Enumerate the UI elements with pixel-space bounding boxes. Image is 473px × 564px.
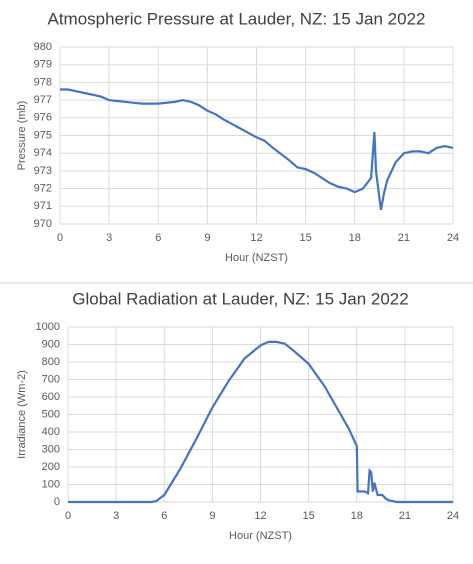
y-tick-label: 600	[42, 391, 60, 403]
x-axis-label: Hour (NZST)	[229, 530, 292, 542]
x-tick-label: 12	[254, 510, 266, 522]
y-tick-label: 970	[34, 218, 52, 230]
y-tick-label: 300	[42, 443, 60, 455]
y-tick-label: 100	[42, 478, 60, 490]
y-tick-label: 973	[34, 165, 52, 177]
y-tick-label: 975	[34, 129, 52, 141]
y-axis-label: Pressure (mb)	[16, 101, 28, 171]
x-tick-label: 24	[447, 510, 459, 522]
y-tick-label: 971	[34, 200, 52, 212]
y-tick-label: 974	[34, 147, 52, 159]
x-tick-label: 15	[300, 232, 312, 244]
y-axis-label: Irradiance (Wm-2)	[16, 370, 28, 459]
x-tick-label: 6	[161, 510, 167, 522]
y-tick-label: 978	[34, 76, 52, 88]
y-tick-label: 500	[42, 408, 60, 420]
y-tick-label: 972	[34, 183, 52, 195]
y-tick-label: 400	[42, 426, 60, 438]
x-tick-label: 18	[349, 232, 361, 244]
x-tick-label: 15	[303, 510, 315, 522]
x-axis-label: Hour (NZST)	[225, 252, 288, 264]
x-tick-label: 21	[398, 232, 410, 244]
y-tick-label: 200	[42, 461, 60, 473]
x-tick-label: 18	[351, 510, 363, 522]
y-tick-label: 900	[42, 338, 60, 350]
x-tick-label: 3	[113, 510, 119, 522]
x-tick-label: 12	[250, 232, 262, 244]
data-line	[60, 88, 454, 210]
x-tick-label: 0	[57, 232, 63, 244]
x-tick-label: 6	[155, 232, 161, 244]
x-tick-label: 21	[399, 510, 411, 522]
x-tick-label: 24	[447, 232, 459, 244]
x-tick-label: 9	[209, 510, 215, 522]
x-tick-label: 9	[204, 232, 210, 244]
y-tick-label: 979	[34, 59, 52, 71]
chart-title: Atmospheric Pressure at Lauder, NZ: 15 J…	[48, 9, 426, 28]
y-tick-label: 980	[34, 41, 52, 53]
y-tick-label: 977	[34, 94, 52, 106]
chart-title: Global Radiation at Lauder, NZ: 15 Jan 2…	[72, 289, 408, 308]
data-line	[68, 340, 453, 504]
x-tick-label: 0	[65, 510, 71, 522]
y-tick-label: 800	[42, 356, 60, 368]
x-tick-label: 3	[106, 232, 112, 244]
y-tick-label: 0	[54, 496, 60, 508]
y-tick-label: 700	[42, 373, 60, 385]
y-tick-label: 1000	[36, 321, 60, 333]
y-tick-label: 976	[34, 112, 52, 124]
